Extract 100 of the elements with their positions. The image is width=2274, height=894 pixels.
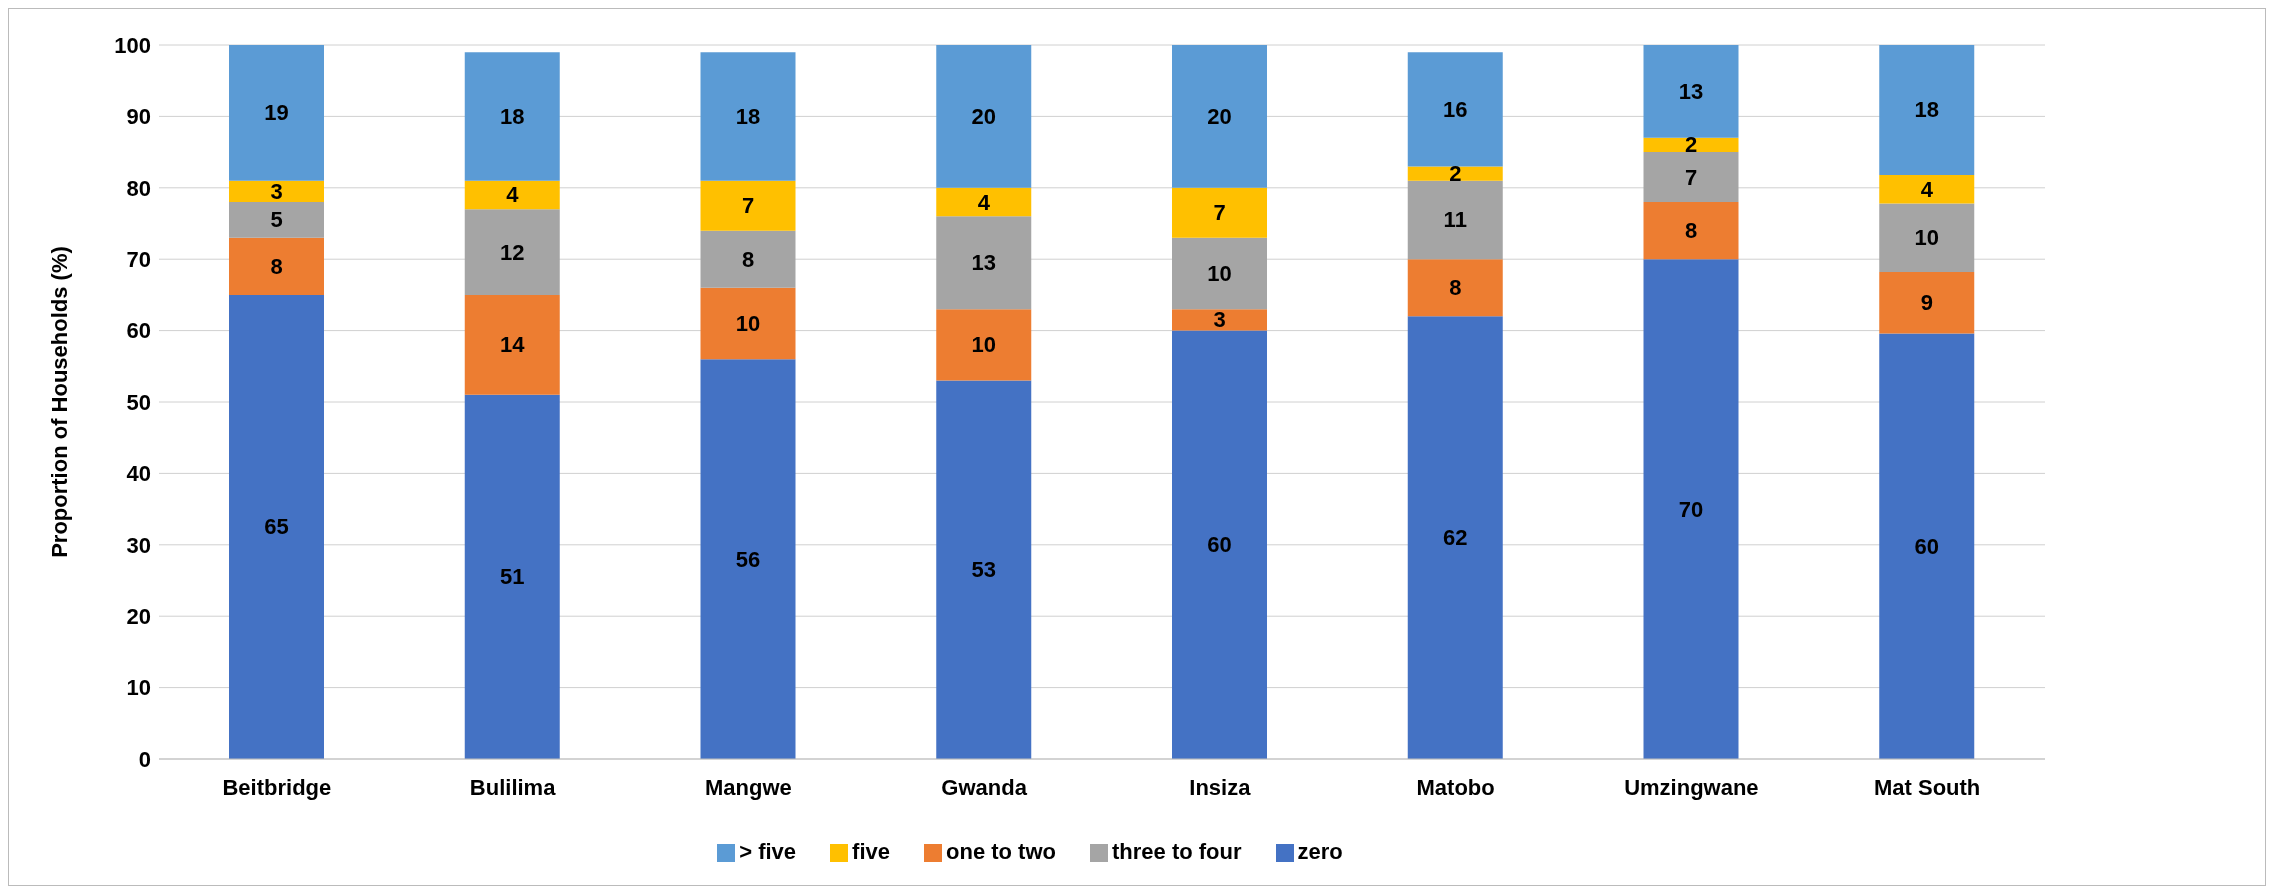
data-label: 8: [1449, 275, 1462, 301]
y-tick-label: 70: [126, 247, 151, 273]
x-tick-label: Insiza: [1189, 774, 1252, 800]
data-label: 3: [1213, 307, 1226, 333]
y-tick-label: 10: [126, 675, 151, 701]
bar: [1407, 316, 1503, 759]
data-label: 2: [1684, 132, 1698, 158]
bar: [229, 180, 324, 203]
bar: [464, 209, 560, 295]
x-tick-label: Umzingwane: [1624, 774, 1759, 800]
data-label: 8: [1684, 218, 1698, 244]
bar: [464, 294, 560, 395]
data-label: 2: [1449, 161, 1462, 187]
bar: [1879, 203, 1975, 273]
data-label: 20: [1207, 103, 1232, 129]
legend-label: > five: [739, 839, 797, 864]
legend-label: three to four: [1111, 839, 1242, 864]
data-label: 12: [500, 239, 525, 265]
bar: [1172, 45, 1267, 188]
data-label: 56: [735, 546, 761, 572]
x-tick-label: Mat South: [1873, 774, 1981, 800]
bar: [229, 202, 324, 238]
bar: [936, 380, 1032, 759]
bar: [1172, 330, 1267, 759]
data-label: 14: [500, 332, 526, 358]
data-label: 60: [1914, 533, 1939, 559]
data-label: 19: [264, 100, 289, 126]
bar: [464, 394, 560, 759]
data-label: 62: [1443, 525, 1468, 551]
y-tick-label: 60: [126, 318, 151, 344]
bar: [1643, 45, 1739, 138]
bar: [936, 216, 1032, 310]
data-label: 11: [1443, 207, 1467, 233]
x-tick-label: Beitbridge: [222, 774, 332, 800]
data-label: 10: [735, 310, 761, 336]
x-tick-label: Gwanda: [941, 774, 1028, 800]
data-label: 16: [1443, 96, 1468, 122]
bar: [1879, 333, 1975, 759]
x-tick-label: Bulilima: [469, 774, 557, 800]
y-tick-label: 30: [126, 532, 151, 558]
data-label: 70: [1678, 496, 1704, 522]
y-tick-label: 20: [126, 604, 151, 630]
data-label: 7: [1684, 164, 1698, 190]
data-label: 4: [977, 189, 991, 215]
y-tick-label: 80: [126, 175, 151, 201]
y-tick-label: 100: [114, 32, 151, 58]
data-label: 65: [264, 514, 289, 540]
data-label: 20: [971, 103, 996, 129]
bar: [1879, 174, 1975, 204]
bar: [1879, 45, 1975, 175]
data-label: 53: [971, 557, 996, 583]
legend-label: five: [852, 839, 890, 864]
y-axis-title: Proportion of Households (%): [46, 246, 72, 558]
bar: [1407, 52, 1503, 167]
x-tick-label: Mangwe: [704, 774, 792, 800]
bar: [700, 180, 796, 231]
bar: [936, 309, 1032, 381]
data-label: 51: [500, 564, 525, 590]
data-label: 8: [270, 253, 283, 279]
bar: [936, 45, 1032, 188]
x-tick-label: Matobo: [1416, 774, 1495, 800]
data-label: 10: [1207, 260, 1232, 286]
data-label: 8: [741, 246, 755, 272]
legend-label: one to two: [946, 839, 1056, 864]
bar: [1172, 187, 1267, 238]
bar: [700, 52, 796, 181]
bar: [464, 52, 560, 181]
y-tick-label: 0: [138, 746, 151, 772]
data-label: 4: [506, 182, 520, 208]
bar: [1643, 259, 1739, 759]
bar: [936, 187, 1032, 217]
legend-label: zero: [1297, 839, 1343, 864]
bar: [229, 237, 324, 295]
data-label: 10: [971, 332, 996, 358]
y-tick-label: 50: [126, 389, 151, 415]
y-tick-label: 90: [126, 104, 151, 130]
bar: [1407, 166, 1503, 181]
data-label: 18: [735, 103, 761, 129]
data-label: 13: [1678, 78, 1704, 104]
data-label: 5: [270, 207, 283, 233]
data-label: 7: [741, 193, 755, 219]
bar: [700, 359, 796, 759]
bar: [229, 45, 324, 181]
y-tick-label: 40: [126, 461, 151, 487]
bar: [1172, 309, 1267, 331]
bar: [1407, 180, 1503, 260]
data-label: 4: [1920, 176, 1934, 202]
bar: [1172, 237, 1267, 310]
data-label: 60: [1207, 532, 1232, 558]
data-label: 18: [1914, 97, 1939, 123]
bar: [1407, 259, 1503, 317]
bar: [1643, 202, 1739, 260]
data-label: 7: [1213, 200, 1226, 226]
bar: [1643, 152, 1739, 203]
bar: [464, 180, 560, 210]
data-label: 18: [500, 103, 525, 129]
data-label: 13: [971, 250, 996, 276]
bar: [1643, 137, 1739, 153]
data-label: 10: [1914, 225, 1939, 251]
bar: [700, 230, 796, 288]
